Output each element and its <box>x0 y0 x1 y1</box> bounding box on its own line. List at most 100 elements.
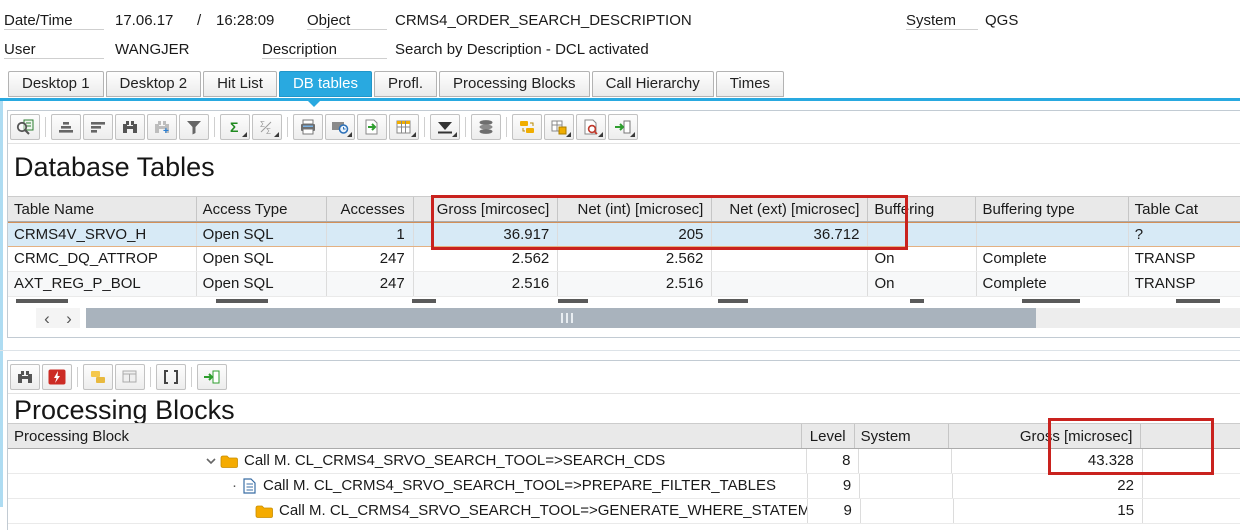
cell-buffering-type: Complete <box>977 272 1129 296</box>
column-header-net-ext[interactable]: Net (ext) [microsec] <box>712 197 869 221</box>
toolbar-separator <box>506 117 507 137</box>
detail-icon[interactable] <box>10 114 40 140</box>
column-header-buffering-type[interactable]: Buffering type <box>976 197 1129 221</box>
navigate-icon[interactable] <box>197 364 227 390</box>
sap-trace-screen: Date/Time 17.06.17 / 16:28:09 Object CRM… <box>0 12 1240 530</box>
cell-net-ext <box>712 272 869 296</box>
scroll-left-button[interactable]: ‹ <box>36 308 58 328</box>
user-label: User <box>4 41 104 59</box>
cell-level: 9 <box>808 499 861 523</box>
table-row[interactable]: AXT_REG_P_BOL Open SQL 247 2.516 2.516 O… <box>8 272 1240 297</box>
doc-search-icon[interactable] <box>576 114 606 140</box>
cell-buffering: On <box>868 247 977 271</box>
cell-accesses: 247 <box>327 272 414 296</box>
time-value: 16:28:09 <box>216 12 275 29</box>
column-header-gross[interactable]: Gross [microsec] <box>949 424 1142 448</box>
column-header-access-type[interactable]: Access Type <box>197 197 327 221</box>
tab-profl[interactable]: Profl. <box>373 71 437 97</box>
cell-table-name: CRMS4V_SRVO_H <box>8 223 197 246</box>
toolbar-separator <box>214 117 215 137</box>
processing-block-name: Call M. CL_CRMS4_SRVO_SEARCH_TOOL=>SEARC… <box>244 452 666 469</box>
tab-call-hierarchy[interactable]: Call Hierarchy <box>591 71 714 97</box>
choose-layout-icon[interactable] <box>389 114 419 140</box>
navigate-icon[interactable] <box>608 114 638 140</box>
column-header-processing-block[interactable]: Processing Block <box>8 424 802 448</box>
find-icon[interactable] <box>10 364 40 390</box>
tab-hit-list[interactable]: Hit List <box>203 71 277 97</box>
tree-row[interactable]: Call M. CL_CRMS4_SRVO_SEARCH_TOOL=>SEARC… <box>8 449 1240 474</box>
date-time-separator: / <box>197 12 202 29</box>
tab-desktop-1[interactable]: Desktop 1 <box>8 71 104 97</box>
column-header-table-cat[interactable]: Table Cat <box>1129 197 1240 221</box>
svg-text:+: + <box>163 126 169 135</box>
cell-table-name: AXT_REG_P_BOL <box>8 272 197 296</box>
column-header-table-name[interactable]: Table Name <box>8 197 197 221</box>
cell-net-ext: 36.712 <box>712 223 869 246</box>
tab-times[interactable]: Times <box>715 71 785 97</box>
export-icon[interactable] <box>357 114 387 140</box>
column-header-accesses[interactable]: Accesses <box>327 197 414 221</box>
cell-table-name: CRMC_DQ_ATTROP <box>8 247 197 271</box>
window-icon[interactable] <box>115 364 145 390</box>
cell-system <box>861 499 954 523</box>
structure-icon[interactable] <box>512 114 542 140</box>
print-icon[interactable] <box>293 114 323 140</box>
cell-gross: 2.562 <box>414 247 559 271</box>
database-icon[interactable] <box>471 114 501 140</box>
document-icon <box>243 478 256 494</box>
cell-table-cat: TRANSP <box>1134 275 1196 292</box>
tree-row[interactable]: · Call M. CL_CRMS4_SRVO_SEARCH_TOOL=>PRE… <box>8 474 1240 499</box>
scrollbar-track[interactable] <box>86 308 1240 328</box>
object-value: CRMS4_ORDER_SEARCH_DESCRIPTION <box>395 12 692 29</box>
cell-gross: 43.328 <box>952 449 1143 473</box>
description-label: Description <box>262 41 387 59</box>
object-label: Object <box>307 12 387 30</box>
cell-net-ext <box>712 247 869 271</box>
sort-descending-icon[interactable] <box>83 114 113 140</box>
toolbar-separator <box>424 117 425 137</box>
print-preview-icon[interactable] <box>325 114 355 140</box>
db-header-row: Table Name Access Type Accesses Gross [m… <box>8 196 1240 222</box>
tab-db-tables[interactable]: DB tables <box>278 71 372 97</box>
cell-accesses: 247 <box>327 247 414 271</box>
cell-gross: 36.917 <box>414 223 559 246</box>
table-row-clipped <box>8 297 1240 304</box>
scrollbar-thumb[interactable] <box>86 308 1036 328</box>
processing-block-name: Call M. CL_CRMS4_SRVO_SEARCH_TOOL=>PREPA… <box>263 477 776 494</box>
sum-icon[interactable]: Σ <box>220 114 250 140</box>
cell-system <box>859 449 953 473</box>
table-row[interactable]: CRMS4V_SRVO_H Open SQL 1 36.917 205 36.7… <box>8 222 1240 247</box>
save-table-icon[interactable] <box>544 114 574 140</box>
column-header-gross[interactable]: Gross [mircosec] <box>414 197 559 221</box>
column-header-level[interactable]: Level <box>802 424 855 448</box>
find-icon[interactable] <box>115 114 145 140</box>
horizontal-scrollbar: ‹ › <box>10 307 1240 329</box>
column-header-buffering[interactable]: Buffering <box>868 197 977 221</box>
tab-processing-blocks[interactable]: Processing Blocks <box>439 71 590 97</box>
abap-trace-icon[interactable] <box>42 364 72 390</box>
tree-bullet-icon: · <box>232 477 237 494</box>
cell-gross: 22 <box>953 474 1143 498</box>
tab-desktop-2[interactable]: Desktop 2 <box>105 71 202 97</box>
toolbar-separator <box>287 117 288 137</box>
comments-icon[interactable] <box>83 364 113 390</box>
find-next-icon[interactable]: + <box>147 114 177 140</box>
column-header-net-int[interactable]: Net (int) [microsec] <box>558 197 713 221</box>
system-value: QGS <box>985 12 1019 29</box>
brackets-icon[interactable] <box>156 364 186 390</box>
cell-gross: 2.516 <box>414 272 559 296</box>
filter-icon[interactable] <box>179 114 209 140</box>
toolbar-separator <box>150 367 151 387</box>
chevron-down-icon[interactable] <box>206 457 216 465</box>
scroll-right-button[interactable]: › <box>58 308 80 328</box>
sort-ascending-icon[interactable] <box>51 114 81 140</box>
column-header-system[interactable]: System <box>855 424 949 448</box>
cell-net-int: 2.516 <box>558 272 713 296</box>
tree-row[interactable]: Call M. CL_CRMS4_SRVO_SEARCH_TOOL=>GENER… <box>8 499 1240 524</box>
graphic-icon[interactable] <box>430 114 460 140</box>
svg-text:Σ: Σ <box>230 119 238 135</box>
table-row[interactable]: CRMC_DQ_ATTROP Open SQL 247 2.562 2.562 … <box>8 247 1240 272</box>
toolbar-separator <box>191 367 192 387</box>
svg-text:Σ: Σ <box>260 120 265 129</box>
